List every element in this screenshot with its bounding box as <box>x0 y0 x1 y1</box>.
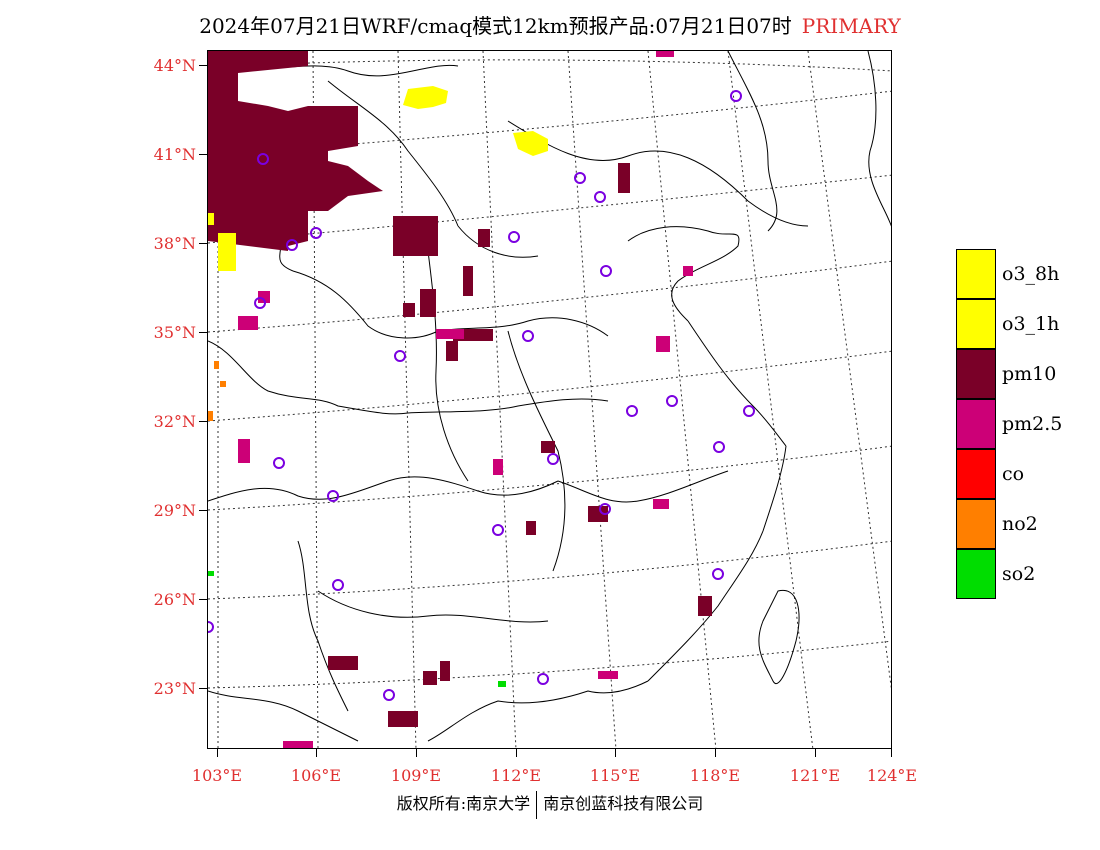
pm25-cell <box>656 51 674 57</box>
so2-cells <box>208 571 506 687</box>
o3-cell <box>513 131 548 156</box>
pm25-cell <box>656 336 670 352</box>
no2-cell <box>208 411 213 421</box>
pm25-cell <box>598 671 618 679</box>
o3-cells <box>208 86 548 271</box>
legend-label: no2 <box>1002 513 1038 535</box>
legend-swatch <box>956 449 996 499</box>
pm10-cell <box>698 596 712 616</box>
lat-tick <box>199 154 207 155</box>
pm25-cell <box>683 266 693 276</box>
lat-tick <box>199 688 207 689</box>
pm10-cell <box>446 341 458 361</box>
pm10-cell <box>423 671 437 685</box>
map-frame[interactable] <box>207 50 892 749</box>
pm10-cell <box>393 216 438 256</box>
lon-label-112: 112°E <box>490 766 542 785</box>
lon-label-103: 103°E <box>191 766 243 785</box>
lon-label-124: 124°E <box>866 766 918 785</box>
legend-label: o3_1h <box>1002 313 1060 335</box>
pm25-cell <box>493 459 503 475</box>
pm10-cell <box>618 163 630 193</box>
pm10-region-northwest <box>208 51 383 251</box>
lat-label-32: 32°N <box>153 412 196 431</box>
legend-label: pm10 <box>1002 363 1057 385</box>
lat-tick <box>199 243 207 244</box>
pm10-cell <box>526 521 536 535</box>
lon-tick <box>516 749 517 757</box>
pm10-cells <box>208 51 712 727</box>
lon-label-109: 109°E <box>390 766 442 785</box>
map-canvas <box>208 51 891 748</box>
pm10-cell <box>388 711 418 727</box>
lon-label-121: 121°E <box>789 766 841 785</box>
lat-label-26: 26°N <box>153 590 196 609</box>
lat-tick <box>199 65 207 66</box>
no2-cells <box>208 361 226 421</box>
lat-label-44: 44°N <box>153 56 196 75</box>
lon-tick <box>217 749 218 757</box>
lon-label-115: 115°E <box>589 766 641 785</box>
lon-tick <box>316 749 317 757</box>
pm25-cell <box>436 329 464 339</box>
lon-label-106: 106°E <box>290 766 342 785</box>
pm25-cell <box>258 291 270 303</box>
map-title: 2024年07月21日WRF/cmaq模式12km预报产品:07月21日07时 P… <box>0 10 1100 39</box>
legend-label: so2 <box>1002 563 1036 585</box>
no2-cell <box>220 381 226 387</box>
lat-label-23: 23°N <box>153 679 196 698</box>
lon-tick <box>416 749 417 757</box>
pm25-cells <box>238 51 693 748</box>
so2-cell <box>498 681 506 687</box>
lat-tick <box>199 332 207 333</box>
lon-tick <box>715 749 716 757</box>
lat-tick <box>199 599 207 600</box>
legend-swatch <box>956 549 996 599</box>
o3-cell <box>218 233 236 271</box>
lat-tick <box>199 510 207 511</box>
pm25-cell <box>283 741 313 748</box>
pm10-cell <box>541 441 555 453</box>
lon-tick <box>891 749 892 757</box>
lat-tick <box>199 421 207 422</box>
pm10-cell <box>478 229 490 247</box>
pm25-cell <box>653 499 669 509</box>
pm10-cell <box>440 661 450 681</box>
pm10-cell <box>328 656 358 670</box>
lat-label-29: 29°N <box>153 501 196 520</box>
pm10-cell <box>420 289 436 317</box>
credit-right: 南京创蓝科技有限公司 <box>543 794 704 813</box>
pm25-cell <box>238 439 250 463</box>
pm10-cell <box>403 303 415 317</box>
station-markers <box>208 90 755 701</box>
legend-label: pm2.5 <box>1002 413 1063 435</box>
legend-swatch <box>956 249 996 299</box>
lon-label-118: 118°E <box>689 766 741 785</box>
no2-cell <box>214 361 219 369</box>
so2-cell <box>208 571 214 576</box>
pm25-cell <box>238 316 258 330</box>
legend-swatch <box>956 299 996 349</box>
legend-swatch <box>956 349 996 399</box>
lon-tick <box>815 749 816 757</box>
legend-label: co <box>1002 463 1025 485</box>
lat-label-38: 38°N <box>153 234 196 253</box>
o3-cell <box>403 86 448 109</box>
pm10-cell <box>588 506 608 522</box>
pm10-cell <box>463 266 473 296</box>
legend-label: o3_8h <box>1002 263 1060 285</box>
legend-swatch <box>956 499 996 549</box>
o3-cell <box>208 213 214 225</box>
primary-tag: PRIMARY <box>801 14 901 38</box>
title-text: 2024年07月21日WRF/cmaq模式12km预报产品:07月21日07时 <box>199 14 792 38</box>
lat-label-35: 35°N <box>153 323 196 342</box>
credit-left: 版权所有:南京大学 <box>396 794 531 813</box>
lat-label-41: 41°N <box>153 145 196 164</box>
credit-separator <box>536 790 538 819</box>
legend-swatch <box>956 399 996 449</box>
lon-tick <box>615 749 616 757</box>
copyright-credit: 版权所有:南京大学 南京创蓝科技有限公司 <box>0 790 1100 819</box>
